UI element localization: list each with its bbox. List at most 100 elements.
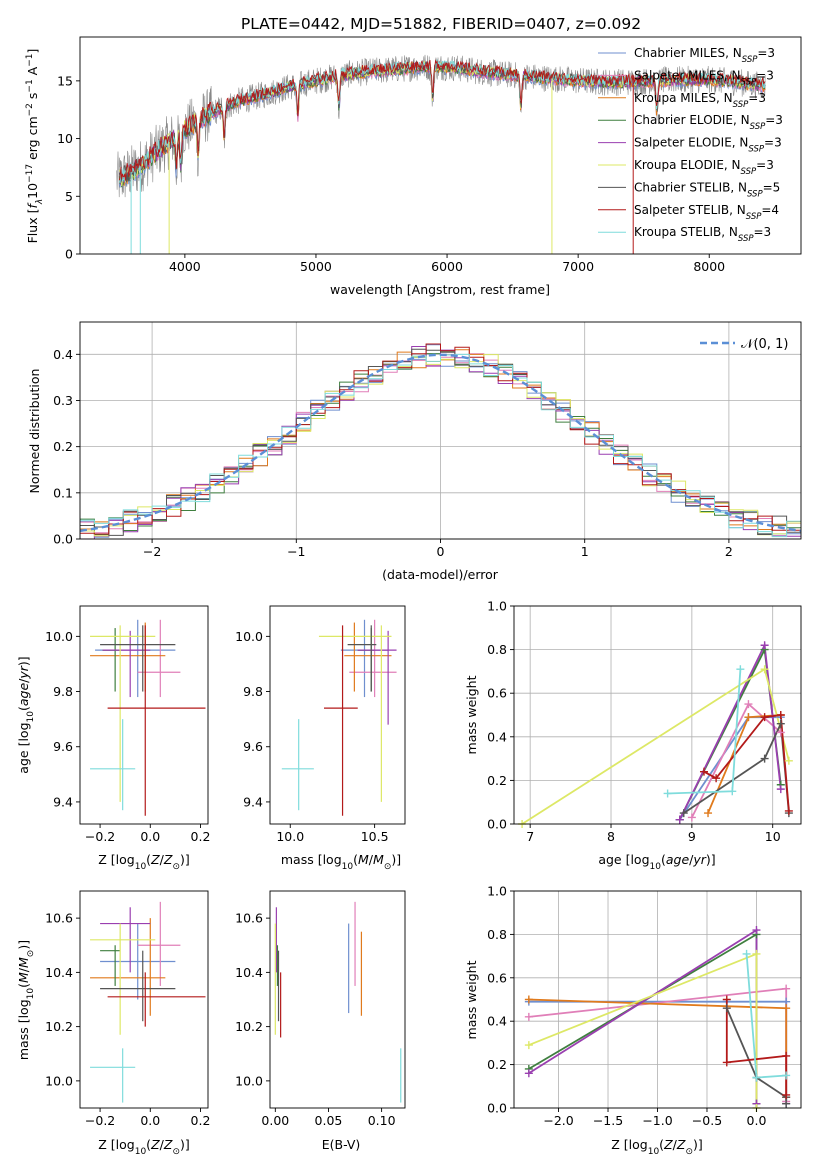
weight-marker-salpeter_miles xyxy=(776,728,785,737)
x-tick-label: 1 xyxy=(581,544,589,559)
legend-label: Chabrier MILES, NSSP=3 xyxy=(634,46,775,65)
label-part: 10 xyxy=(135,862,147,872)
label-part: age [log xyxy=(598,852,649,867)
label-part: / xyxy=(16,678,31,683)
y-tick-label: 1.0 xyxy=(487,599,507,614)
legend-label-part: =3 xyxy=(757,46,775,60)
legend-label-part: SSP xyxy=(741,167,757,177)
y-tick-label: 0.8 xyxy=(487,927,507,942)
x-tick-label: 0.0 xyxy=(140,829,160,844)
legend-label-part: =3 xyxy=(756,68,774,82)
label-part: Z xyxy=(163,1137,173,1152)
spectrum-model-line-salpeter_stelib xyxy=(118,59,766,181)
y-tick-label: 0.4 xyxy=(53,347,73,362)
x-axis-label: (data-model)/error xyxy=(382,567,499,582)
panel-mass_vs_metallicity: −0.2 0.0 0.210.010.210.410.6Z [log10(Z/Z⊙)… xyxy=(16,890,211,1157)
legend-label-part: Salpeter ELODIE, N xyxy=(634,136,748,150)
label-part: ] xyxy=(25,49,40,54)
label-part: f xyxy=(25,203,40,209)
x-tick-label: 0.2 xyxy=(191,829,211,844)
x-tick-label: 5000 xyxy=(300,259,332,274)
plot-area xyxy=(90,901,206,1103)
label-part: (0, 1) xyxy=(753,337,788,352)
x-axis-label: mass [log10(M/M⊙)] xyxy=(281,852,401,872)
label-part: 10 xyxy=(26,711,36,723)
x-tick-label: 10.5 xyxy=(361,829,389,844)
label-part: / xyxy=(673,1137,678,1152)
legend-label-part: =3 xyxy=(754,225,772,239)
weight-marker-salpeter_miles xyxy=(744,700,753,709)
x-tick-label: 0.05 xyxy=(315,1113,343,1128)
label-part: ( xyxy=(661,852,666,867)
weight-marker-salpeter_stelib xyxy=(699,767,708,776)
label-part: )] xyxy=(16,940,31,950)
weight-marker-chabrier_stelib xyxy=(776,719,785,728)
label-part: A xyxy=(25,66,40,79)
y-tick-label: 5 xyxy=(65,189,73,204)
weight-marker-salpeter_elodie xyxy=(752,926,761,935)
weight-marker-chabrier_stelib xyxy=(679,809,688,818)
y-tick-label: 0.8 xyxy=(487,642,507,657)
label-part: 10 xyxy=(648,1147,660,1157)
y-tick-label: 10.6 xyxy=(45,911,73,926)
y-tick-label: 10.0 xyxy=(45,629,73,644)
panel-residual_histogram: −2 −1 0 1 2 0.0 0.1 0.2 0.3 0.4 (data-model)/error… xyxy=(27,321,802,582)
x-tick-label: 2 xyxy=(725,544,733,559)
weight-marker-kroupa_stelib xyxy=(728,787,737,796)
label-part: )] xyxy=(16,656,31,666)
y-tick-label: 0.4 xyxy=(487,1014,507,1029)
panel-spectrum: 4000 5000 6000 7000 8000 0 5 10 15 wavelength [An… xyxy=(25,36,802,297)
label-part: Flux [ xyxy=(25,209,40,244)
label-part: Z xyxy=(163,852,173,867)
y-tick-label: 15 xyxy=(57,73,73,88)
label-part: )] xyxy=(391,852,401,867)
label-part: ⊙ xyxy=(685,1147,693,1157)
weight-marker-salpeter_elodie xyxy=(760,641,769,650)
label-part: / xyxy=(16,967,31,972)
legend-label: Kroupa MILES, NSSP=3 xyxy=(634,91,766,110)
x-tick-label: 0.0 xyxy=(747,1113,767,1128)
y-tick-label: 9.6 xyxy=(243,739,263,754)
x-tick-label: 4000 xyxy=(169,259,201,274)
y-tick-label: 0.6 xyxy=(487,686,507,701)
y-tick-label: 10.6 xyxy=(235,911,263,926)
x-tick-label: 0.10 xyxy=(368,1113,396,1128)
label-part: ⊙ xyxy=(172,1147,180,1157)
label-part: −1 xyxy=(25,53,35,66)
label-part: M xyxy=(373,852,384,867)
weight-marker-salpeter_stelib xyxy=(784,806,793,815)
y-tick-label: 10.2 xyxy=(235,1019,263,1034)
x-tick-label: 0.00 xyxy=(261,1113,289,1128)
label-part: )] xyxy=(180,1137,190,1152)
label-part: )] xyxy=(693,1137,703,1152)
label-part: mass [log xyxy=(16,999,31,1060)
plot-area xyxy=(116,54,766,254)
weight-marker-kroupa_elodie xyxy=(524,1041,533,1050)
plot-area xyxy=(90,619,206,816)
label-part: / xyxy=(369,852,374,867)
label-part: 10 xyxy=(650,862,662,872)
label-part: age xyxy=(16,683,31,707)
label-part: Z xyxy=(150,852,160,867)
weight-marker-salpeter_stelib xyxy=(776,711,785,719)
x-tick-label: 10.0 xyxy=(276,829,304,844)
weight-marker-salpeter_miles xyxy=(687,813,696,822)
weight-marker-salpeter_stelib xyxy=(722,995,731,1004)
weight-marker-kroupa_stelib xyxy=(752,1073,761,1082)
x-tick-label: −0.2 xyxy=(85,1113,115,1128)
label-part: Z xyxy=(663,1137,673,1152)
weight-marker-kroupa_miles xyxy=(524,995,533,1004)
legend-label-part: SSP xyxy=(748,145,764,155)
weight-marker-salpeter_elodie xyxy=(675,815,684,824)
y-tick-label: 0.3 xyxy=(53,393,73,408)
legend-label-part: =3 xyxy=(764,136,782,150)
x-tick-label: 0.2 xyxy=(191,1113,211,1128)
legend-label: Kroupa ELODIE, NSSP=3 xyxy=(634,158,774,177)
axes-frame xyxy=(513,605,802,825)
y-tick-label: 0.2 xyxy=(487,773,507,788)
weight-marker-kroupa_elodie xyxy=(760,665,769,674)
legend-label: Kroupa STELIB, NSSP=3 xyxy=(634,225,771,244)
weight-marker-kroupa_stelib xyxy=(736,665,745,674)
